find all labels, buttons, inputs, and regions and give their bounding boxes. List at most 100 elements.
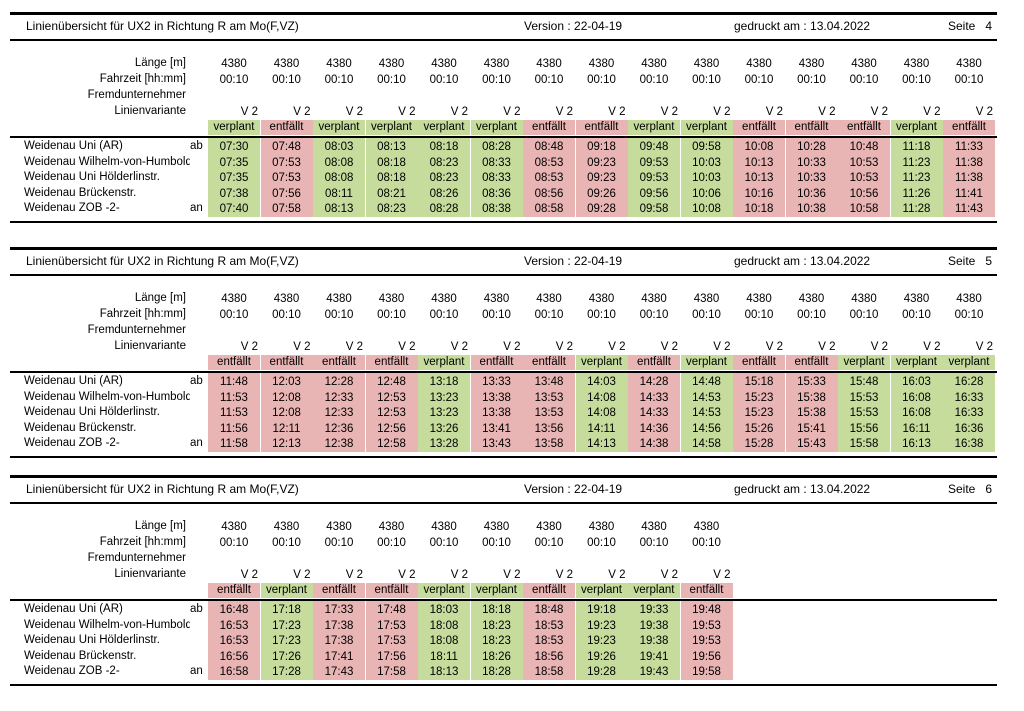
departure-time: 14:58 bbox=[692, 438, 721, 450]
departure-time: 09:23 bbox=[587, 156, 616, 169]
trip-status-badge: verplant bbox=[575, 583, 628, 598]
departure-time: 14:13 bbox=[587, 438, 616, 450]
departure-time: 08:23 bbox=[377, 203, 406, 215]
subcontractor-label: Fremdunternehmer bbox=[87, 324, 186, 336]
trip-status-badge: entfällt bbox=[523, 120, 575, 135]
bottom-rule bbox=[10, 683, 997, 686]
trip-variant: V 2 bbox=[660, 106, 678, 118]
stop-name: Weidenau Wilhelm-von-Humboldt-Platz bbox=[24, 618, 190, 631]
trip-variant: V 2 bbox=[608, 341, 626, 353]
departure-time: 10:28 bbox=[797, 141, 826, 153]
trip-travel-time: 00:10 bbox=[272, 537, 301, 549]
departure-time: 13:23 bbox=[429, 407, 459, 419]
trip-times-column bbox=[365, 601, 418, 680]
departure-time: 19:26 bbox=[587, 650, 616, 663]
departure-time: 18:28 bbox=[482, 666, 511, 678]
trip-status-badge: entfällt bbox=[260, 120, 313, 135]
trip-travel-time: 00:10 bbox=[429, 537, 459, 549]
trip-times-column bbox=[680, 373, 733, 452]
departure-time: 11:53 bbox=[220, 407, 248, 419]
trip-times-column bbox=[260, 138, 313, 217]
departure-time: 13:26 bbox=[429, 422, 459, 435]
trip-times-column bbox=[313, 138, 365, 217]
trip-length: 4380 bbox=[378, 521, 405, 533]
departure-time: 17:41 bbox=[324, 650, 354, 663]
departure-time: 16:53 bbox=[219, 619, 249, 632]
stop-name: Weidenau Uni Hölderlinstr. bbox=[24, 171, 160, 183]
departure-time: 08:18 bbox=[377, 156, 406, 169]
trip-variant: V 2 bbox=[765, 341, 783, 353]
departure-time: 18:13 bbox=[429, 666, 459, 678]
trip-variant: V 2 bbox=[503, 569, 521, 581]
departure-time: 13:41 bbox=[482, 422, 511, 435]
departure-time: 17:18 bbox=[272, 604, 301, 616]
trip-times-column bbox=[365, 138, 418, 217]
trip-variant: V 2 bbox=[923, 341, 941, 353]
trip-variant: V 2 bbox=[398, 341, 416, 353]
departure-time: 17:48 bbox=[377, 604, 406, 616]
trip-status-badge: entfällt bbox=[785, 355, 838, 370]
stop-name: Weidenau Uni Hölderlinstr. bbox=[24, 634, 160, 646]
timetable-page: Linienübersicht für UX2 in Richtung R am… bbox=[10, 12, 997, 232]
departure-time: 08:18 bbox=[429, 141, 459, 153]
trip-variant: V 2 bbox=[555, 569, 573, 581]
departure-time: 14:53 bbox=[692, 407, 721, 419]
trip-travel-time: 00:10 bbox=[797, 309, 826, 321]
trip-times-column bbox=[208, 373, 260, 452]
departure-time: 19:48 bbox=[692, 604, 721, 616]
trip-travel-time: 00:10 bbox=[849, 309, 879, 321]
trip-status-badge: verplant bbox=[418, 120, 470, 135]
departure-time: 10:16 bbox=[744, 187, 774, 200]
header-rule bbox=[10, 39, 997, 41]
trip-length: 4380 bbox=[431, 521, 457, 533]
departure-time: 16:08 bbox=[902, 391, 931, 404]
departure-time: 13:38 bbox=[482, 391, 511, 404]
trip-variant: V 2 bbox=[345, 569, 363, 581]
departure-time: 14:48 bbox=[692, 376, 721, 388]
trip-status-badge: entfällt bbox=[313, 355, 365, 370]
departure-time: 12:48 bbox=[377, 376, 406, 388]
departure-time: 14:56 bbox=[692, 422, 721, 435]
departure-time: 18:26 bbox=[482, 650, 511, 663]
trip-status-badge: verplant bbox=[628, 120, 680, 135]
departure-time: 09:48 bbox=[639, 141, 669, 153]
trip-length: 4380 bbox=[431, 58, 457, 70]
departure-time: 07:53 bbox=[272, 172, 301, 184]
trip-travel-time: 00:10 bbox=[639, 74, 669, 86]
trip-travel-time: 00:10 bbox=[744, 309, 774, 321]
departure-time: 08:08 bbox=[324, 156, 354, 169]
departure-time: 18:48 bbox=[534, 604, 564, 616]
departure-time: 19:58 bbox=[692, 666, 721, 678]
departure-time: 18:11 bbox=[430, 650, 458, 663]
departure-time: 18:23 bbox=[482, 619, 511, 632]
trip-variant: V 2 bbox=[555, 106, 573, 118]
departure-time: 11:43 bbox=[955, 203, 983, 215]
departure-time: 13:48 bbox=[534, 376, 564, 388]
trip-length: 4380 bbox=[221, 293, 247, 305]
page-title: Linienübersicht für UX2 in Richtung R am… bbox=[26, 19, 299, 33]
subcontractor-label: Fremdunternehmer bbox=[87, 89, 186, 101]
trip-travel-time: 00:10 bbox=[377, 309, 406, 321]
trip-times-column bbox=[523, 601, 575, 680]
length-label: Länge [m] bbox=[134, 57, 186, 69]
departure-time: 10:13 bbox=[744, 172, 774, 184]
departure-time: 11:58 bbox=[220, 438, 248, 450]
trip-length: 4380 bbox=[798, 293, 825, 305]
departure-time: 08:23 bbox=[429, 156, 459, 169]
trip-travel-time: 00:10 bbox=[429, 74, 459, 86]
departure-time: 16:38 bbox=[954, 438, 984, 450]
page-title: Linienübersicht für UX2 in Richtung R am… bbox=[26, 482, 299, 496]
trip-times-column bbox=[418, 373, 470, 452]
departure-time: 08:18 bbox=[377, 172, 406, 184]
departure-time: 19:43 bbox=[639, 666, 669, 678]
departure-time: 16:08 bbox=[902, 407, 931, 419]
departure-time: 08:11 bbox=[325, 187, 353, 200]
trip-times-column bbox=[575, 138, 628, 217]
trip-length: 4380 bbox=[378, 293, 405, 305]
departure-time: 07:40 bbox=[219, 203, 249, 215]
departure-time: 13:18 bbox=[429, 376, 459, 388]
departure-time: 19:18 bbox=[587, 604, 616, 616]
stop-direction-mark: ab bbox=[190, 603, 203, 615]
departure-time: 19:41 bbox=[639, 650, 669, 663]
departure-time: 18:23 bbox=[482, 635, 511, 647]
